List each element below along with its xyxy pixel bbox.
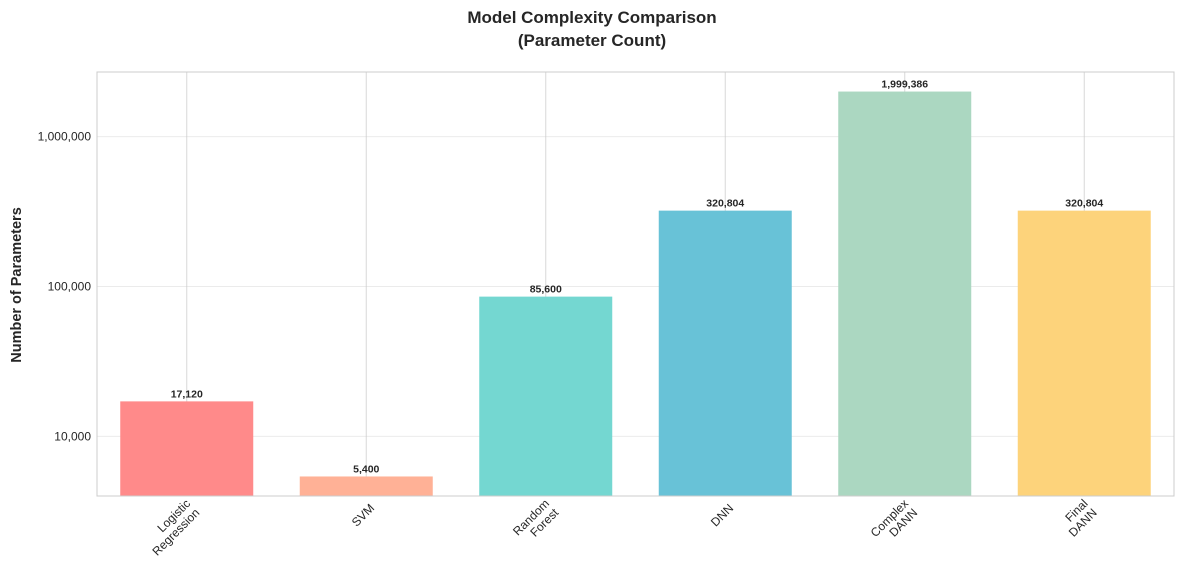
bar-value-label: 85,600 (530, 284, 562, 296)
chart-title: Model Complexity Comparison (Parameter C… (467, 8, 716, 50)
y-tick-label: 10,000 (54, 429, 91, 443)
chart-title-main: Model Complexity Comparison (467, 8, 716, 27)
data-labels: 17,120 5,400 85,600 320,804 1,999,386 320,804 (171, 79, 1104, 476)
x-tick-label: DNN (708, 501, 736, 529)
bar-value-label: 17,120 (171, 388, 203, 400)
x-tick-label-line: SVM (349, 501, 377, 529)
x-tick-label-line: DNN (708, 501, 736, 529)
bar-value-label: 320,804 (706, 198, 744, 210)
y-axis-ticks: 10,000 100,000 1,000,000 (38, 130, 92, 444)
bar (1017, 210, 1151, 496)
bars (120, 91, 1151, 497)
x-tick-label: SVM (349, 501, 377, 529)
bar (658, 210, 792, 496)
bar (299, 476, 433, 496)
grid-lines (97, 72, 1174, 496)
y-tick-label: 100,000 (48, 280, 92, 294)
bar (838, 91, 972, 497)
bar-value-label: 5,400 (353, 463, 379, 475)
chart-subtitle: (Parameter Count) (518, 31, 666, 50)
bar (120, 401, 254, 496)
bar (479, 296, 613, 496)
y-axis-label: Number of Parameters (9, 207, 25, 363)
bar-value-label: 320,804 (1065, 198, 1103, 210)
bar-value-label: 1,999,386 (881, 79, 928, 91)
y-tick-label: 1,000,000 (38, 130, 92, 144)
plot-frame (96, 71, 1175, 497)
